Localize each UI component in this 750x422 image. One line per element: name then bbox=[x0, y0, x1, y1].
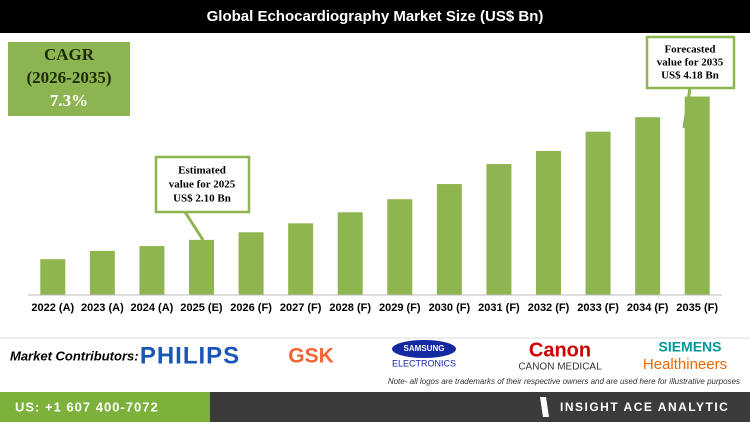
bar bbox=[436, 184, 462, 295]
logo: SIEMENS bbox=[658, 339, 721, 355]
logo: GSK bbox=[288, 345, 334, 368]
cagr-value: 7.3% bbox=[50, 91, 88, 110]
note: Note- all logos are trademarks of their … bbox=[388, 377, 740, 386]
callout-text: US$ 4.18 Bn bbox=[661, 70, 719, 82]
logo: PHILIPS bbox=[140, 342, 240, 369]
cagr-period: (2026-2035) bbox=[27, 68, 112, 87]
x-tick-label: 2025 (E) bbox=[180, 302, 223, 314]
x-tick-label: 2023 (A) bbox=[81, 302, 124, 314]
callout-box bbox=[154, 155, 251, 214]
x-tick-label: 2034 (F) bbox=[627, 302, 669, 314]
logo: SAMSUNG bbox=[404, 344, 445, 353]
x-tick-label: 2031 (F) bbox=[478, 302, 520, 314]
x-tick-label: 2027 (F) bbox=[280, 302, 322, 314]
x-tick-label: 2022 (A) bbox=[31, 302, 74, 314]
x-tick-label: 2030 (F) bbox=[429, 302, 471, 314]
callout-text: Forecasted bbox=[664, 44, 715, 56]
x-tick-label: 2032 (F) bbox=[528, 302, 570, 314]
logo-shape bbox=[392, 340, 456, 358]
bar bbox=[486, 164, 512, 295]
contributors-label: Market Contributors: bbox=[10, 348, 139, 363]
bar bbox=[585, 131, 611, 295]
callout-box bbox=[645, 35, 736, 90]
callout-pointer bbox=[183, 211, 205, 241]
x-tick-label: 2028 (F) bbox=[329, 302, 371, 314]
bar bbox=[89, 250, 115, 295]
logo: CANON MEDICAL bbox=[518, 362, 602, 373]
callout-text: US$ 2.10 Bn bbox=[173, 193, 231, 205]
x-tick-label: 2024 (A) bbox=[131, 302, 174, 314]
callout-pointer bbox=[682, 87, 692, 129]
footer-contact bbox=[0, 392, 210, 422]
chart-title: Global Echocardiography Market Size (US$… bbox=[207, 8, 544, 25]
x-tick-label: 2026 (F) bbox=[230, 302, 272, 314]
bar bbox=[288, 223, 314, 295]
logo: Canon bbox=[529, 339, 591, 361]
phone: US: +1 607 400-7072 bbox=[15, 399, 159, 414]
brand: INSIGHT ACE ANALYTIC bbox=[560, 400, 729, 414]
cagr-label: CAGR bbox=[44, 45, 95, 64]
bar bbox=[337, 212, 363, 295]
x-tick-label: 2033 (F) bbox=[577, 302, 619, 314]
x-tick-label: 2029 (F) bbox=[379, 302, 421, 314]
bar bbox=[238, 232, 264, 295]
cagr-box bbox=[8, 42, 130, 116]
callout-text: value for 2025 bbox=[169, 179, 236, 191]
logo: Healthineers bbox=[643, 356, 727, 373]
bar bbox=[40, 259, 66, 295]
brand-icon bbox=[540, 397, 549, 417]
bar bbox=[635, 117, 661, 296]
x-tick-label: 2035 (F) bbox=[676, 302, 718, 314]
logo: ELECTRONICS bbox=[392, 358, 456, 368]
bar bbox=[387, 199, 413, 295]
title-bar bbox=[0, 0, 750, 33]
bar bbox=[189, 239, 214, 295]
bar bbox=[684, 96, 710, 295]
callout-text: value for 2035 bbox=[657, 57, 724, 69]
bar bbox=[139, 246, 165, 295]
callout-text: Estimated bbox=[178, 165, 226, 177]
bar bbox=[536, 150, 561, 295]
